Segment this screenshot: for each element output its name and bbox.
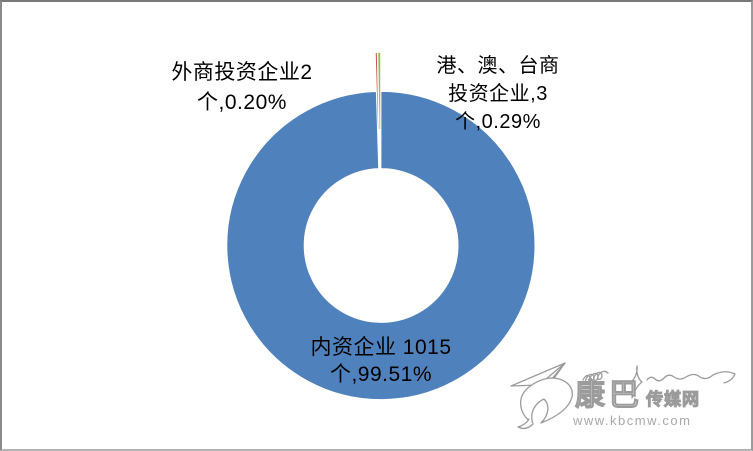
watermark-brand-small: 传媒网 [646, 390, 700, 410]
datalabel-hmt-line2: 投资企业,3 [448, 83, 548, 105]
watermark: 康巴 传媒网 www.kbcmw.com [491, 349, 751, 449]
donut-slice-hmt [377, 52, 382, 130]
datalabel-foreign-line2: 个,0.20% [197, 91, 287, 114]
donut-slice-foreign [374, 52, 380, 130]
datalabel-foreign-line1: 外商投资企业2 [171, 61, 313, 84]
datalabel-hmt-line3: 个,0.29% [455, 111, 541, 133]
watermark-url: www.kbcmw.com [573, 413, 692, 428]
watermark-logo-icon [510, 362, 736, 430]
watermark-brand: 康巴 传媒网 [575, 379, 700, 412]
datalabel-hmt: 港、澳、台商 投资企业,3 个,0.29% [383, 52, 613, 136]
datalabel-foreign: 外商投资企业2 个,0.20% [127, 58, 357, 118]
datalabel-domestic-line2: 个,99.51% [329, 363, 433, 386]
datalabel-hmt-line1: 港、澳、台商 [436, 55, 560, 77]
watermark-brand-large: 康巴 [575, 379, 643, 412]
donut-slice-domestic [226, 91, 536, 400]
datalabel-domestic: 内资企业 1015 个,99.51% [266, 334, 496, 388]
datalabel-domestic-line1: 内资企业 1015 [310, 336, 452, 359]
